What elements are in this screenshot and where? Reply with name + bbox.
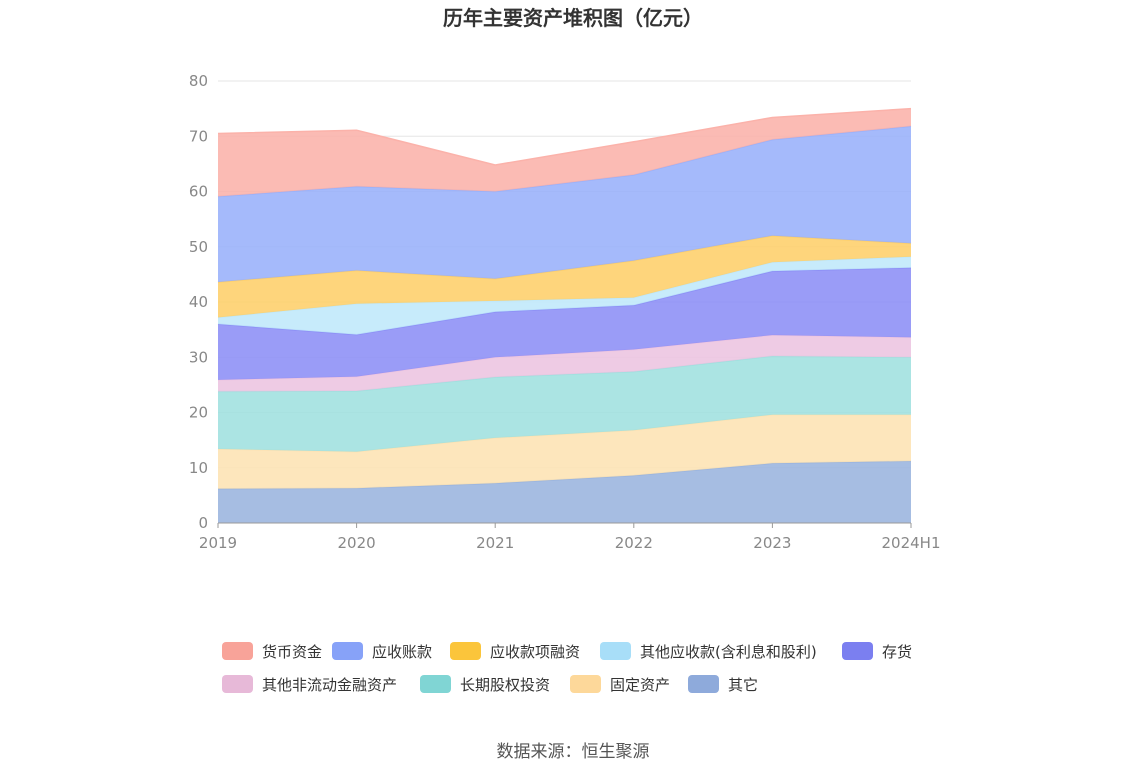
x-tick-label: 2023 [753,534,791,552]
y-tick-label: 10 [189,459,208,477]
legend-swatch [570,675,601,693]
legend-item[interactable]: 应收款项融资 [450,642,580,661]
y-tick-label: 60 [189,183,208,201]
legend-label: 其他应收款(含利息和股利) [640,643,817,661]
x-tick-label: 2022 [615,534,653,552]
y-tick-label: 20 [189,404,208,422]
legend-item[interactable]: 其他应收款(含利息和股利) [600,642,817,661]
legend-label: 长期股权投资 [460,676,550,694]
area-series-line-8 [217,107,912,166]
y-tick-label: 40 [189,293,208,311]
legend-label: 存货 [882,643,912,661]
chart-title: 历年主要资产堆积图（亿元） [443,6,703,30]
area-series-0 [218,461,911,523]
area-series-3 [218,335,911,392]
y-tick-label: 70 [189,127,208,145]
area-series-6 [218,235,911,318]
legend-swatch [420,675,451,693]
legend-item[interactable]: 其他非流动金融资产 [222,675,397,694]
data-source-note: 数据来源：恒生聚源 [497,742,650,762]
legend-swatch [842,642,873,660]
legend-swatch [332,642,363,660]
legend-label: 其它 [728,676,758,694]
legend-item[interactable]: 长期股权投资 [420,675,550,694]
area-series-2 [218,356,911,452]
legend-swatch [600,642,631,660]
y-tick-label: 80 [189,72,208,90]
legend-item[interactable]: 其它 [688,675,758,694]
legend-label: 其他非流动金融资产 [262,676,397,694]
x-tick-label: 2024H1 [882,534,941,552]
legend-swatch [450,642,481,660]
area-series-4 [218,267,911,380]
legend-item[interactable]: 货币资金 [222,642,322,661]
legend-swatch [688,675,719,693]
legend-item[interactable]: 应收账款 [332,642,432,661]
y-tick-label: 50 [189,238,208,256]
area-series-5 [218,256,911,335]
legend-label: 货币资金 [262,643,322,661]
legend-swatch [222,675,253,693]
legend-item[interactable]: 存货 [842,642,912,661]
area-series [217,107,912,523]
legend-label: 应收账款 [372,643,432,661]
legend-label: 固定资产 [610,676,670,694]
y-tick-label: 30 [189,348,208,366]
area-series-8 [218,108,911,197]
legend-label: 应收款项融资 [490,643,580,661]
x-tick-label: 2021 [476,534,514,552]
x-tick-label: 2019 [199,534,237,552]
legend-swatch [222,642,253,660]
area-series-7 [218,126,911,283]
legend-item[interactable]: 固定资产 [570,675,670,694]
y-tick-label: 0 [198,514,208,532]
axes: 2019 2020 2021 2022 2023 2024H1 [199,522,941,552]
area-series-1 [218,414,911,489]
x-tick-label: 2020 [338,534,376,552]
